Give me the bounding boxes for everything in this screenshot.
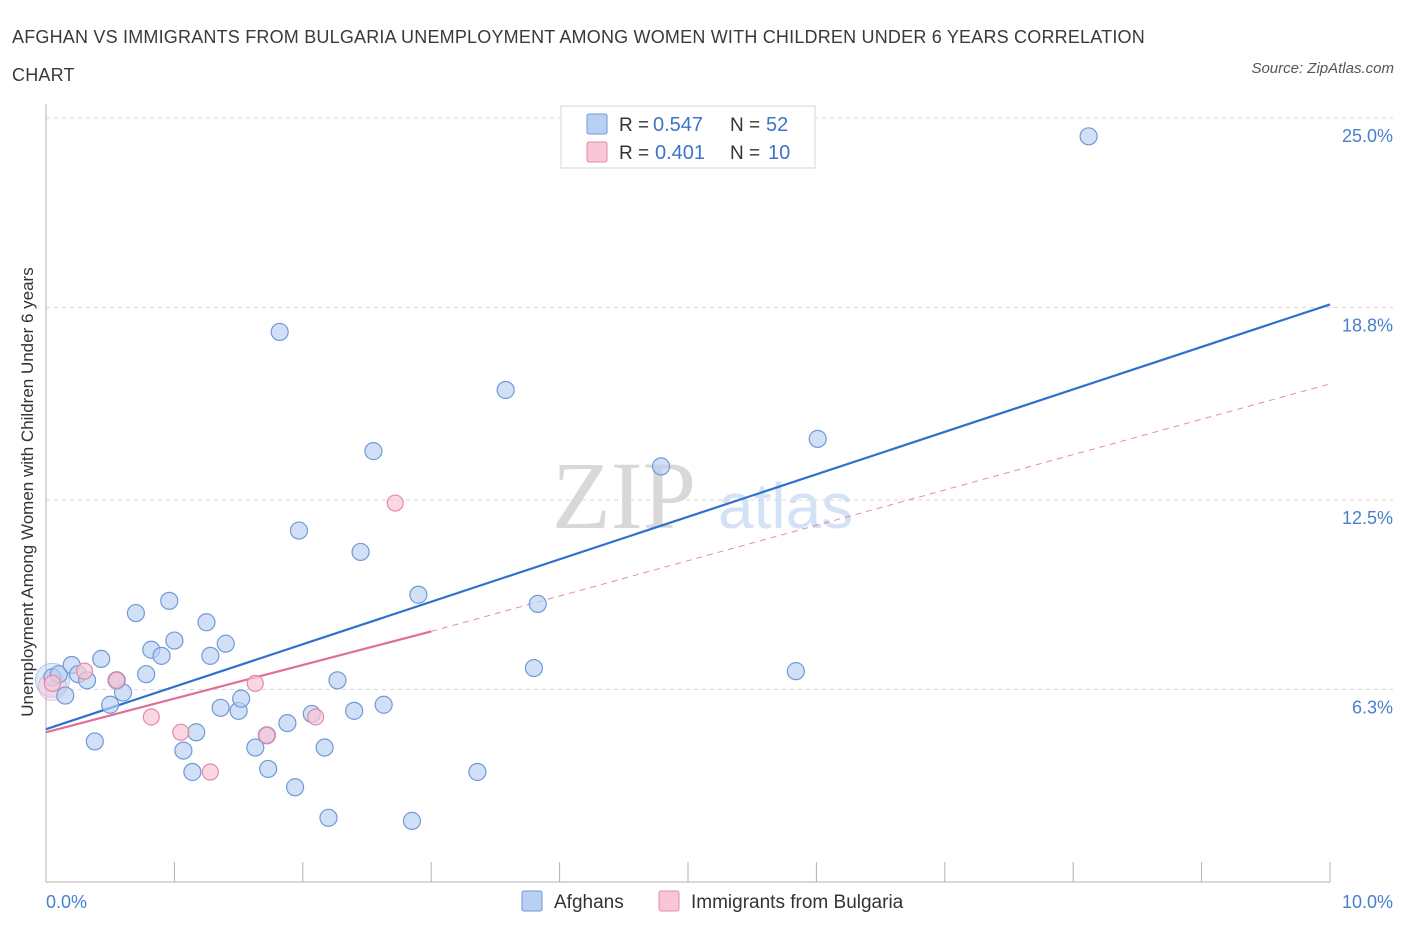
point-afghans <box>85 732 104 751</box>
point-afghans <box>160 591 179 610</box>
stats-legend-n-value-bulgaria: 10 <box>768 142 790 164</box>
point-bulgaria <box>108 671 126 689</box>
point-afghans <box>524 658 544 678</box>
legend-label-bulgaria: Immigrants from Bulgaria <box>691 892 904 913</box>
point-afghans <box>259 759 278 779</box>
point-afghans <box>808 429 827 448</box>
point-afghans <box>315 738 334 757</box>
trend-line-bulgaria-extension <box>431 383 1331 632</box>
trend-line-bulgaria <box>45 630 432 734</box>
point-bulgaria <box>246 674 264 692</box>
trend-lines <box>45 303 1331 734</box>
watermark-atlas: atlas <box>718 470 853 542</box>
stats-legend-n-value-afghans: 52 <box>766 114 788 136</box>
point-afghans <box>345 701 364 720</box>
y-tick-labels: 6.3% 12.5% 18.8% 25.0% <box>1342 126 1393 717</box>
source-credit: Source: ZipAtlas.com <box>1251 60 1394 77</box>
point-afghans <box>319 808 338 827</box>
point-bulgaria <box>172 723 190 741</box>
point-afghans <box>786 662 805 681</box>
point-afghans <box>402 811 422 830</box>
stats-legend-swatch-bulgaria <box>586 141 608 163</box>
series-legend: Afghans Immigrants from Bulgaria <box>521 890 904 913</box>
y-tick-label: 12.5% <box>1342 508 1393 528</box>
point-bulgaria <box>142 708 160 726</box>
point-bulgaria <box>43 674 62 692</box>
point-afghans <box>496 380 515 400</box>
point-afghans <box>409 585 428 604</box>
point-afghans <box>174 741 193 760</box>
point-afghans <box>1079 127 1098 146</box>
point-afghans <box>278 713 297 733</box>
chart-title: AFGHAN VS IMMIGRANTS FROM BULGARIA UNEMP… <box>12 27 1145 85</box>
grid-lines <box>46 117 1393 690</box>
y-tick-label: 25.0% <box>1342 126 1393 146</box>
y-tick-label: 6.3% <box>1352 697 1393 717</box>
point-afghans <box>246 738 265 757</box>
point-afghans <box>152 646 171 665</box>
point-bulgaria <box>386 494 404 512</box>
x-tick-label-max: 10.0% <box>1342 892 1393 912</box>
legend-swatch-bulgaria <box>658 890 680 912</box>
x-tick-label-min: 0.0% <box>46 892 87 912</box>
point-afghans <box>187 723 206 742</box>
point-afghans <box>56 686 75 705</box>
point-afghans <box>364 442 383 461</box>
point-afghans <box>101 695 120 714</box>
axes <box>45 104 1331 883</box>
point-afghans <box>126 603 145 623</box>
point-afghans <box>232 689 251 708</box>
point-afghans <box>137 665 156 684</box>
legend-swatch-afghans <box>521 890 543 912</box>
point-afghans <box>197 613 216 632</box>
point-afghans <box>651 457 671 476</box>
trend-line-afghans <box>45 303 1331 731</box>
y-tick-label: 18.8% <box>1342 315 1393 335</box>
point-bulgaria <box>307 708 325 726</box>
point-afghans <box>351 542 370 562</box>
stats-legend-r-label-bulgaria: R = <box>619 143 649 164</box>
stats-legend-r-value-afghans: 0.547 <box>653 114 703 136</box>
stats-legend-n-label-bulgaria: N = <box>730 143 760 164</box>
stats-legend-swatch-afghans <box>586 113 608 135</box>
point-afghans <box>285 778 305 797</box>
data-points <box>34 127 1098 830</box>
stats-legend-n-label-afghans: N = <box>730 115 760 136</box>
point-afghans <box>183 762 202 782</box>
x-tick-labels: 0.0% 10.0% <box>46 892 1393 912</box>
point-afghans <box>528 594 547 614</box>
point-bulgaria <box>258 726 276 744</box>
point-afghans <box>211 698 230 717</box>
stats-legend-r-value-bulgaria: 0.401 <box>655 142 705 164</box>
point-afghans <box>216 634 235 653</box>
point-afghans <box>201 646 220 665</box>
point-afghans <box>468 762 487 782</box>
legend-label-afghans: Afghans <box>554 892 624 913</box>
point-bulgaria <box>75 662 94 680</box>
point-bulgaria <box>201 763 219 781</box>
point-afghans <box>270 322 289 342</box>
point-afghans <box>289 521 309 540</box>
point-afghans <box>92 649 111 669</box>
stats-legend: R = 0.547 N = 52 R = 0.401 N = 10 <box>560 105 816 169</box>
point-afghans <box>165 631 184 650</box>
point-afghans <box>328 671 347 690</box>
point-afghans <box>374 695 393 714</box>
watermark-zip: ZIP <box>552 442 696 549</box>
watermark: ZIP atlas <box>552 442 853 549</box>
stats-legend-r-label-afghans: R = <box>619 115 649 136</box>
